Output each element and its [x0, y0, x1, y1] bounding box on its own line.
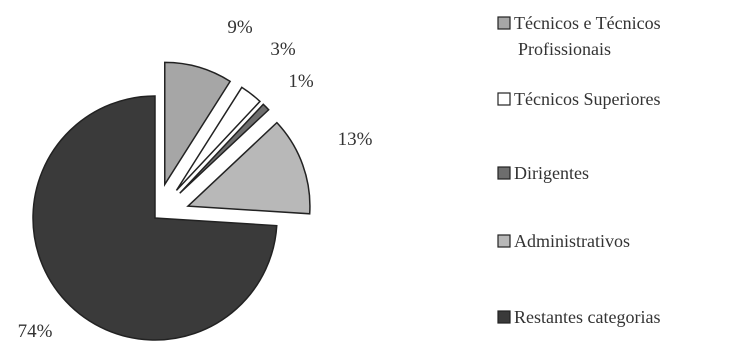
- pie-slices: [32, 61, 311, 341]
- pie-slice-4: [186, 121, 311, 215]
- legend-label-5: Restantes categorias: [514, 307, 660, 327]
- legend-swatch-1: [497, 16, 511, 30]
- slice-value-label-3: 1%: [288, 71, 314, 92]
- legend-label-2: Técnicos Superiores: [514, 89, 660, 109]
- legend-swatch-3: [497, 166, 511, 180]
- pie-slice-3: [179, 103, 270, 194]
- legend-swatch-5: [497, 310, 511, 324]
- legend-label-4: Administrativos: [514, 231, 630, 251]
- legend: Técnicos e Técnicos Profissionais Técnicos…: [497, 13, 661, 327]
- pie-slice-2: [175, 86, 262, 191]
- slice-value-label-4: 13%: [338, 129, 373, 150]
- legend-swatch-4: [497, 234, 511, 248]
- pie-slice-5: [32, 95, 278, 341]
- pie-slice-1: [164, 61, 232, 187]
- slice-value-label-2: 3%: [270, 39, 296, 60]
- slice-value-label-1: 9%: [227, 17, 253, 38]
- legend-swatch-2: [497, 92, 511, 106]
- pie-value-labels: 9% 3% 1% 13% 74%: [18, 17, 373, 342]
- slice-value-label-5: 74%: [18, 321, 53, 342]
- legend-label-1: Técnicos e Técnicos Profissionais: [514, 13, 661, 59]
- legend-label-3: Dirigentes: [514, 163, 589, 183]
